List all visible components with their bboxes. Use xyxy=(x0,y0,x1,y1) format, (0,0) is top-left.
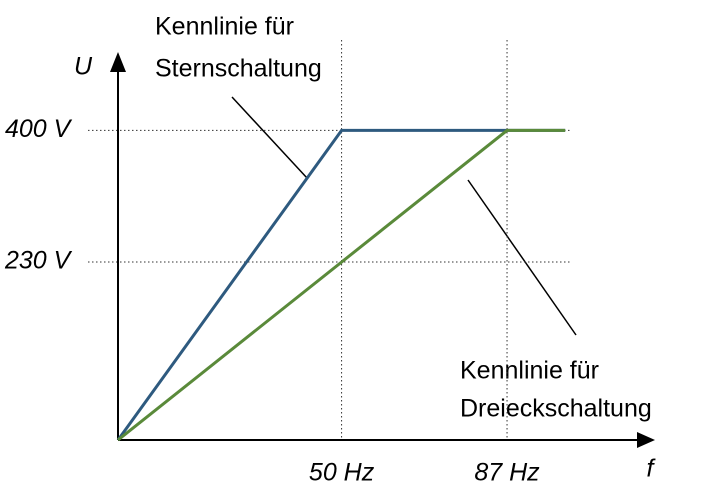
leader-line xyxy=(231,96,308,179)
annotation: Dreieckschaltung xyxy=(460,395,652,423)
y-axis-arrow xyxy=(110,52,126,72)
x-axis-arrow xyxy=(637,432,655,448)
y-tick-label: 230 V xyxy=(4,247,73,275)
line xyxy=(117,128,566,442)
annotation: Sternschaltung xyxy=(155,55,322,83)
line xyxy=(116,128,566,441)
y-axis-label: U xyxy=(74,53,93,81)
leader-line xyxy=(467,179,577,336)
x-tick-label: 87 Hz xyxy=(474,459,540,487)
x-tick-label: 50 Hz xyxy=(309,459,375,487)
annotation: Kennlinie für xyxy=(155,13,294,41)
annotation: Kennlinie für xyxy=(460,357,599,385)
x-axis-label: f xyxy=(647,455,657,483)
y-tick-label: 400 V xyxy=(5,115,73,143)
